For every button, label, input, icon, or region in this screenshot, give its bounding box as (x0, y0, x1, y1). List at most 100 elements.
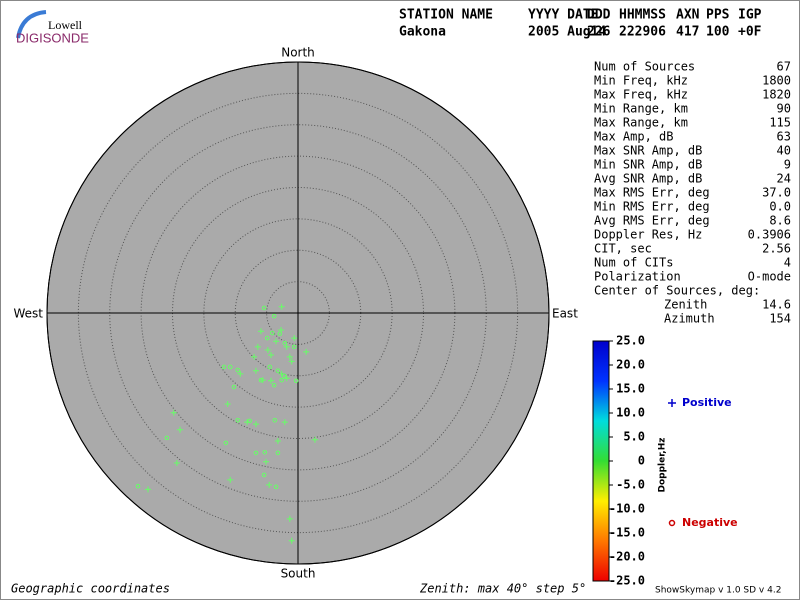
source-negative (135, 483, 141, 489)
dir-north: North (281, 46, 315, 60)
dir-south: South (281, 567, 316, 581)
header-value: Gakona (399, 25, 446, 40)
source-positive (170, 409, 177, 416)
header-column: HHMMSS (619, 8, 666, 23)
stat-label: Avg SNR Amp, dB (594, 172, 702, 186)
source-positive (177, 426, 184, 433)
legend-label: Positive (682, 396, 732, 409)
stat-value: 115 (769, 116, 791, 130)
source-negative (223, 440, 229, 446)
stat-label: Min Freq, kHz (594, 74, 688, 88)
stat-value: 67 (777, 60, 791, 74)
source-positive (286, 353, 293, 360)
dir-east: East (552, 307, 578, 321)
source-negative (235, 418, 241, 423)
header-value: +0F (738, 25, 762, 40)
header-column: PPS (706, 8, 730, 23)
colorbar-tick-label: -25.0 (609, 574, 645, 588)
source-negative (277, 331, 283, 337)
stat-label: Max Range, km (594, 116, 688, 130)
logo-bottom: DIGISONDE (16, 30, 89, 45)
source-negative (271, 382, 277, 388)
source-positive (264, 347, 271, 354)
dir-west: West (13, 307, 43, 321)
stat-label: Max SNR Amp, dB (594, 144, 702, 158)
source-negative (281, 373, 287, 379)
stat-value: 40 (777, 144, 791, 158)
stat-value: 1800 (762, 74, 791, 88)
colorbar-label: Doppler,Hz (658, 437, 668, 492)
source-negative (275, 450, 281, 456)
stat-value: 9 (784, 158, 791, 172)
header-value: 100 (706, 25, 730, 40)
stat-label: Num of Sources (594, 60, 695, 74)
source-positive (254, 343, 261, 350)
header-column: AXN (676, 8, 700, 23)
header-value: 2005 Aug14 (528, 25, 606, 40)
stat-label: CIT, sec (594, 242, 652, 256)
stat-value: 0.3906 (748, 228, 791, 242)
source-negative (264, 335, 270, 341)
stat-value: 4 (784, 256, 791, 270)
source-positive (173, 459, 180, 466)
source-negative (261, 472, 267, 478)
source-negative (272, 418, 278, 423)
source-negative (282, 340, 288, 346)
source-negative (231, 384, 237, 390)
legend-symbol (668, 519, 676, 527)
stat-label: Avg RMS Err, deg (594, 214, 710, 228)
source-positive (311, 436, 318, 443)
stat-label: Zenith (664, 298, 707, 312)
source-negative (279, 377, 284, 383)
source-positive (266, 481, 273, 488)
header-column: STATION NAME (399, 8, 493, 23)
stat-label: Center of Sources, deg: (594, 284, 760, 298)
source-negative (291, 344, 297, 350)
stat-value: O-mode (748, 270, 791, 284)
legend-label: Negative (682, 516, 738, 529)
source-positive (251, 353, 258, 360)
source-negative (221, 364, 227, 370)
source-negative (293, 378, 299, 384)
stat-label: Num of CITs (594, 256, 673, 270)
source-negative (247, 418, 252, 424)
stat-value: 2.56 (762, 242, 791, 256)
colorbar-tick-label: 5.0 (623, 430, 645, 444)
source-negative (253, 450, 259, 456)
header-value: 222906 (619, 25, 666, 40)
stat-value: 14.6 (762, 298, 791, 312)
source-positive (288, 358, 295, 365)
colorbar-tick-label: 25.0 (616, 334, 645, 348)
source-positive (273, 338, 280, 345)
header-column: IGP (738, 8, 762, 23)
source-positive (281, 419, 288, 426)
source-positive (227, 476, 234, 483)
stat-label: Doppler Res, Hz (594, 228, 702, 242)
source-negative (273, 484, 279, 490)
footer-middle: Zenith: max 40° step 5° (419, 582, 586, 596)
stat-value: 154 (769, 312, 791, 326)
stat-label: Max Amp, dB (594, 130, 673, 144)
stat-label: Min SNR Amp, dB (594, 158, 702, 172)
source-positive (268, 377, 275, 384)
colorbar-tick-label: -15.0 (609, 526, 645, 540)
stat-value: 0.0 (769, 200, 791, 214)
logo-swoosh (16, 10, 47, 39)
colorbar-tick-label: 10.0 (616, 406, 645, 420)
colorbar-tick-label: -5.0 (616, 478, 645, 492)
source-negative (235, 367, 241, 373)
source-positive (283, 375, 290, 382)
stat-value: 90 (777, 102, 791, 116)
source-positive (286, 515, 293, 522)
stat-label: Min Range, km (594, 102, 688, 116)
source-positive (224, 400, 231, 407)
source-negative (258, 377, 264, 383)
source-positive (288, 537, 295, 544)
source-negative (269, 330, 275, 336)
source-negative (164, 435, 170, 441)
stat-value: 24 (777, 172, 791, 186)
colorbar-tick-label: -10.0 (609, 502, 645, 516)
colorbar-tick-label: -20.0 (609, 550, 645, 564)
source-positive (145, 486, 152, 493)
